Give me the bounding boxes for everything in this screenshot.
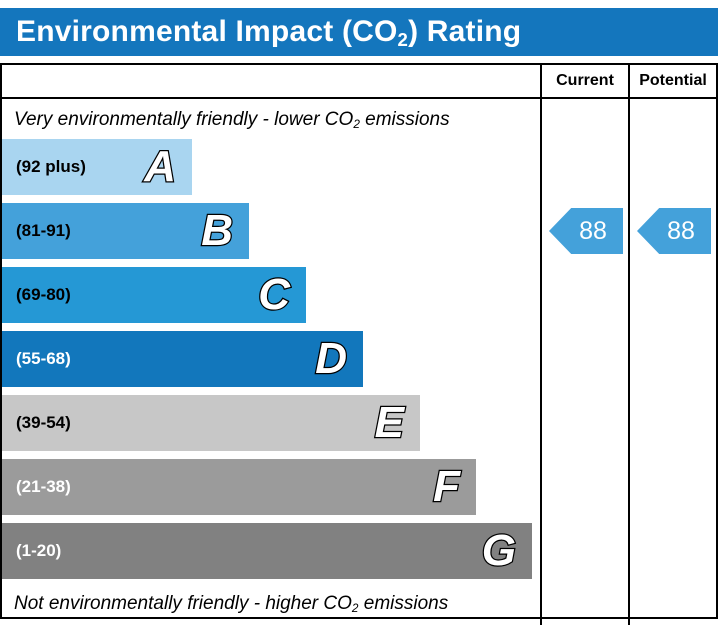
band-letter: F xyxy=(432,462,461,511)
band-row-f: (21-38) F xyxy=(2,459,476,515)
band-range: (81-91) xyxy=(16,221,71,240)
chart-title: Environmental Impact (CO2) Rating xyxy=(16,15,522,51)
title-subscript: 2 xyxy=(397,29,409,51)
bands-area: Very environmentally friendly - lower CO… xyxy=(2,99,540,625)
top-note: Very environmentally friendly - lower CO… xyxy=(14,109,450,132)
column-header-row: Current Potential xyxy=(2,65,716,99)
band-row-a: (92 plus) A xyxy=(2,139,192,195)
band-range: (21-38) xyxy=(16,477,71,496)
band-range: (39-54) xyxy=(16,413,71,432)
band-range: (55-68) xyxy=(16,349,71,368)
band-range: (92 plus) xyxy=(16,157,86,176)
current-rating-arrow: 88 xyxy=(549,208,623,254)
header-spacer xyxy=(2,65,540,97)
band-letter: D xyxy=(314,334,348,383)
potential-rating-value: 88 xyxy=(667,216,695,245)
band-row-b: (81-91) B xyxy=(2,203,249,259)
band-letter: B xyxy=(200,206,234,255)
chart-body: Very environmentally friendly - lower CO… xyxy=(2,99,716,625)
band-row-d: (55-68) D xyxy=(2,331,363,387)
bottom-note-subscript: 2 xyxy=(351,602,359,616)
band-row-c: (69-80) C xyxy=(2,267,306,323)
band-letter: E xyxy=(373,398,405,447)
band-range: (1-20) xyxy=(16,541,62,560)
bottom-note: Not environmentally friendly - higher CO… xyxy=(14,593,449,616)
current-column-header: Current xyxy=(540,65,628,97)
band-row-g: (1-20) G xyxy=(2,523,532,579)
rating-chart: Current Potential Very environmentally f… xyxy=(0,63,718,625)
potential-column: 88 xyxy=(628,99,716,625)
potential-column-header: Potential xyxy=(628,65,716,97)
band-row-e: (39-54) E xyxy=(2,395,420,451)
chart-title-bar: Environmental Impact (CO2) Rating xyxy=(0,8,718,56)
band-letter: A xyxy=(143,142,177,191)
current-rating-value: 88 xyxy=(579,216,607,245)
current-column: 88 xyxy=(540,99,628,625)
band-letter: G xyxy=(481,526,518,575)
band-letter: C xyxy=(257,270,291,319)
band-list: (92 plus) A (81-91) B (69-80) C (55-68) … xyxy=(2,139,540,587)
top-note-subscript: 2 xyxy=(353,118,360,132)
potential-rating-arrow: 88 xyxy=(637,208,711,254)
band-range: (69-80) xyxy=(16,285,71,304)
